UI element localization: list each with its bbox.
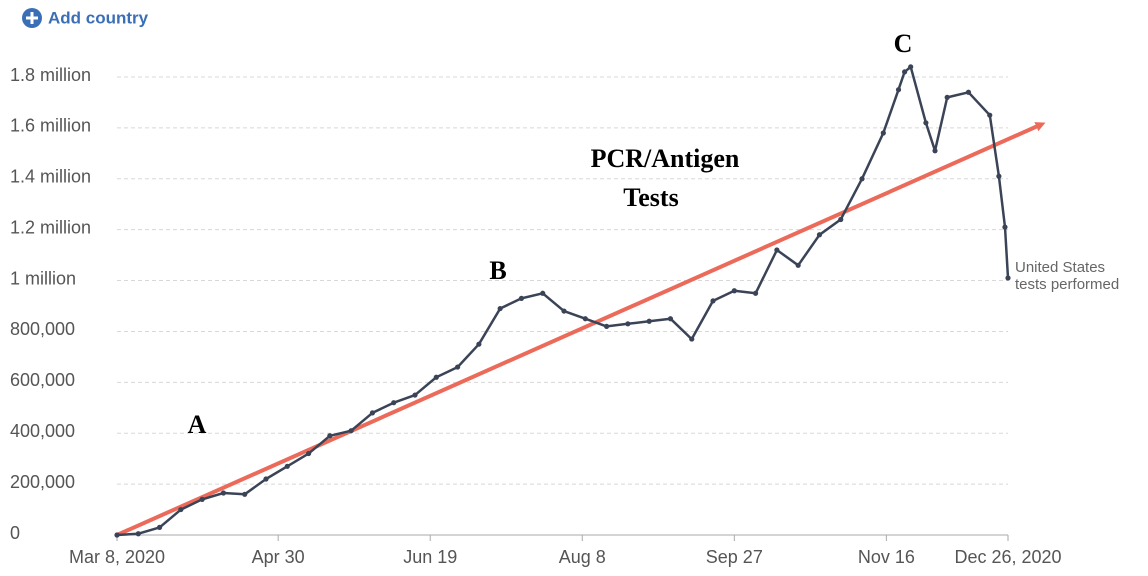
data-point bbox=[561, 308, 567, 314]
data-point bbox=[908, 64, 914, 70]
data-point bbox=[305, 450, 312, 457]
data-point bbox=[263, 476, 269, 482]
data-point bbox=[689, 336, 695, 342]
data-point bbox=[646, 318, 652, 324]
y-tick-label: 1.8 million bbox=[10, 65, 91, 85]
plot bbox=[114, 64, 1011, 538]
y-tick-label: 1.6 million bbox=[10, 116, 91, 136]
data-point bbox=[965, 89, 972, 95]
data-point bbox=[795, 262, 801, 268]
annotation: PCR/Antigen bbox=[591, 144, 740, 173]
annotation: C bbox=[894, 29, 913, 58]
data-point bbox=[923, 120, 929, 126]
x-tick-label: Jun 19 bbox=[403, 547, 457, 567]
data-point bbox=[348, 428, 354, 434]
data-point bbox=[327, 433, 333, 439]
data-point bbox=[582, 316, 588, 322]
data-point bbox=[710, 298, 716, 304]
data-point bbox=[816, 232, 823, 238]
data-point bbox=[996, 173, 1002, 179]
x-tick-label: Mar 8, 2020 bbox=[69, 547, 165, 567]
data-point bbox=[932, 148, 938, 154]
series-label: tests performed bbox=[1015, 276, 1119, 293]
y-tick-label: 800,000 bbox=[10, 319, 75, 339]
data-point bbox=[625, 321, 631, 327]
x-tick-label: Dec 26, 2020 bbox=[954, 547, 1061, 567]
data-point bbox=[895, 87, 902, 93]
y-tick-label: 1.2 million bbox=[10, 217, 91, 237]
axes: 0 200,000 400,000 600,000 800,000 1 million 1.… bbox=[10, 65, 1062, 567]
add-icon-plus bbox=[26, 12, 38, 24]
data-point bbox=[433, 374, 439, 380]
y-tick-label: 1 million bbox=[10, 268, 76, 288]
data-point bbox=[753, 290, 759, 296]
data-point bbox=[944, 94, 950, 100]
x-tick-label: Sep 27 bbox=[706, 547, 763, 567]
data-point bbox=[667, 316, 674, 322]
y-tick-label: 0 bbox=[10, 523, 20, 543]
data-point bbox=[731, 288, 737, 294]
data-point bbox=[1002, 224, 1008, 230]
data-point bbox=[156, 524, 163, 530]
data-point bbox=[603, 323, 610, 329]
data-point bbox=[454, 364, 461, 370]
data-point bbox=[476, 341, 482, 347]
trend-arrow bbox=[116, 122, 1046, 537]
data-point bbox=[859, 176, 865, 182]
data-point bbox=[178, 506, 184, 513]
data-point bbox=[135, 531, 141, 537]
data-point bbox=[242, 491, 248, 497]
annotation: Tests bbox=[623, 183, 678, 212]
y-tick-label: 1.4 million bbox=[10, 167, 91, 187]
data-point bbox=[391, 400, 397, 406]
data-point bbox=[987, 112, 993, 118]
data-point bbox=[1005, 275, 1011, 281]
y-tick-label: 200,000 bbox=[10, 472, 75, 492]
data-point bbox=[880, 130, 886, 136]
annotation: B bbox=[489, 256, 506, 285]
data-point bbox=[838, 216, 844, 223]
data-point bbox=[369, 410, 376, 416]
data-point bbox=[497, 305, 503, 312]
data-point bbox=[518, 295, 525, 301]
data-point bbox=[220, 490, 227, 496]
data-point bbox=[284, 463, 290, 469]
x-tick-label: Aug 8 bbox=[559, 547, 606, 567]
annotation: A bbox=[188, 410, 207, 439]
add-country-label: Add country bbox=[48, 8, 149, 27]
data-point bbox=[412, 392, 418, 398]
data-point bbox=[902, 69, 908, 75]
y-tick-label: 600,000 bbox=[10, 370, 75, 390]
grid bbox=[117, 76, 1008, 485]
add-country-button[interactable]: Add country bbox=[22, 8, 149, 28]
x-tick-label: Apr 30 bbox=[252, 547, 305, 567]
data-point bbox=[540, 290, 546, 296]
data-point bbox=[774, 247, 780, 253]
series-label: United States bbox=[1015, 259, 1105, 276]
x-tick-label: Nov 16 bbox=[858, 547, 915, 567]
y-tick-label: 400,000 bbox=[10, 421, 75, 441]
series-line bbox=[116, 65, 1010, 537]
data-point bbox=[199, 496, 205, 502]
data-point bbox=[114, 532, 120, 538]
